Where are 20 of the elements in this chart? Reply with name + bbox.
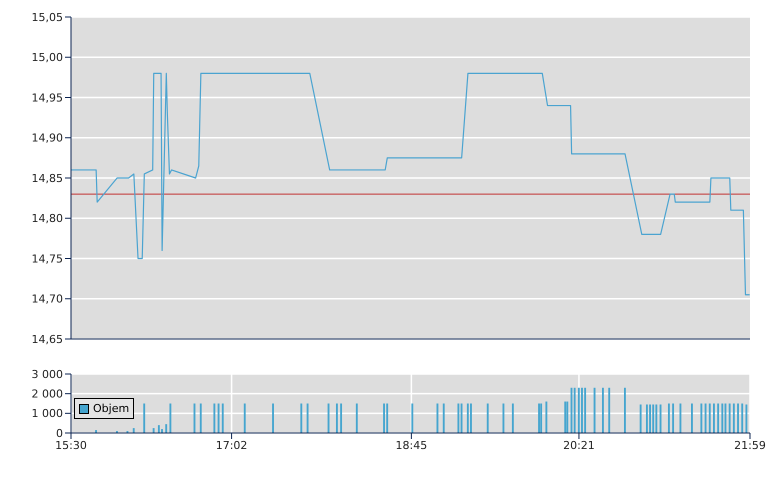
y-tick-label: 1 000 (32, 407, 63, 420)
legend-label: Objem (93, 402, 130, 415)
line-series (71, 72, 750, 296)
y-tick-label: 14,90 (32, 132, 63, 145)
x-tick-label: 21:59 (734, 438, 766, 452)
x-tick-label: 20:21 (563, 438, 595, 452)
y-tick-label: 14,80 (32, 212, 63, 226)
y-tick-label: 14,85 (32, 172, 63, 185)
y-tick-label: 14,95 (32, 91, 63, 104)
y-tick-label: 15,00 (32, 51, 63, 64)
y-tick-label: 14,65 (32, 332, 63, 346)
x-tick-label: 17:02 (216, 438, 248, 452)
y-tick-label: 15,05 (32, 10, 63, 24)
y-tick-label: 14,70 (32, 292, 63, 306)
x-tick-label: 18:45 (396, 438, 428, 452)
y-tick-label: 14,75 (32, 252, 63, 266)
x-tick-label: 15:30 (55, 438, 87, 452)
y-tick-label: 3 000 (32, 368, 63, 381)
y-tick-label: 0 (56, 426, 63, 440)
y-tick-label: 2 000 (32, 388, 63, 401)
